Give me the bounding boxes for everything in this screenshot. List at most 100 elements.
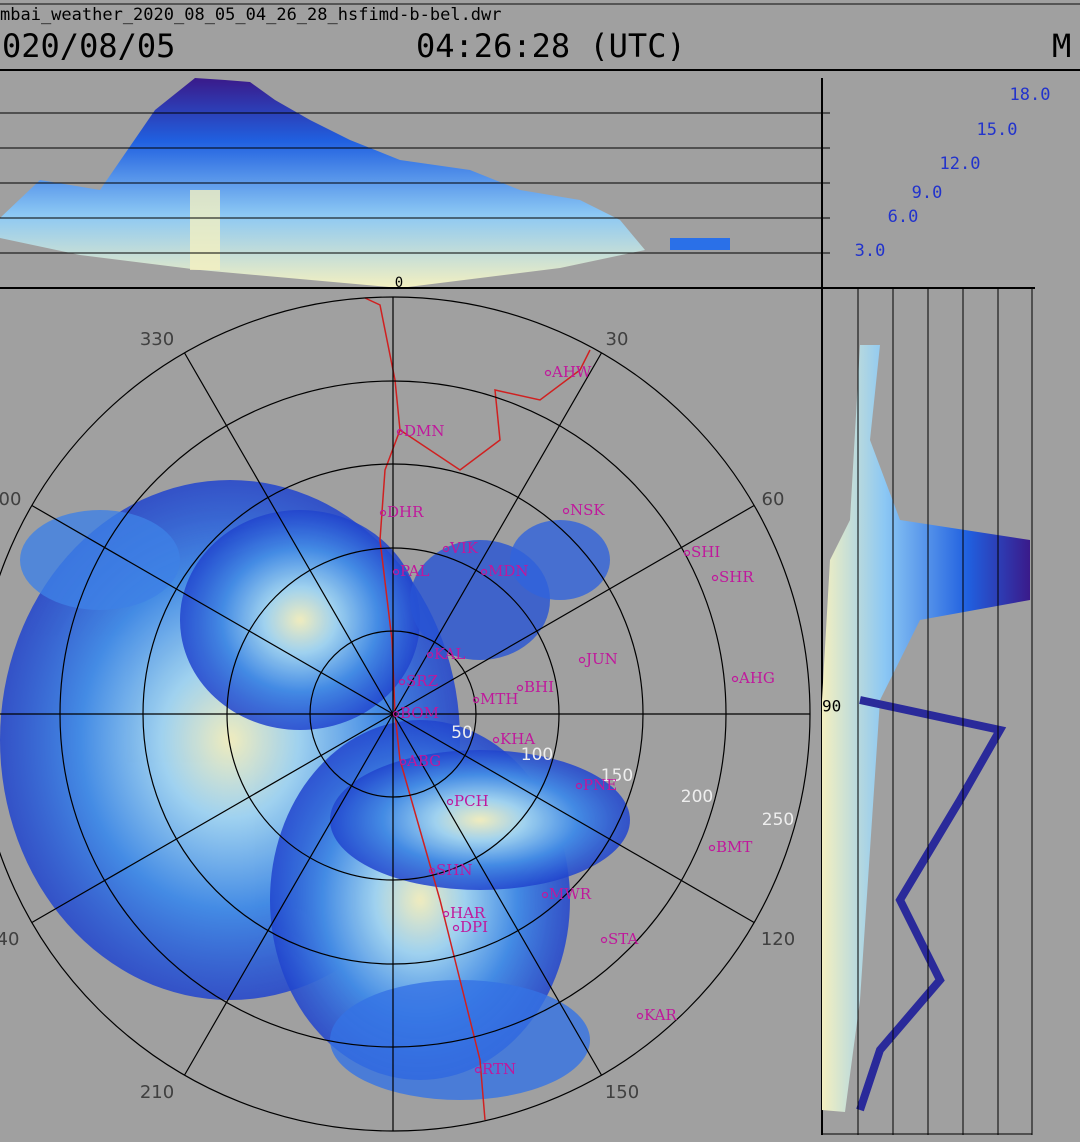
- origin-label: 0: [395, 275, 403, 291]
- station-marker: [446, 798, 454, 806]
- station-label: HAR: [450, 904, 486, 922]
- azimuth-label: 330: [140, 329, 174, 350]
- station-marker: [541, 891, 549, 899]
- azimuth-spoke: [31, 504, 394, 715]
- station-marker: [480, 568, 488, 576]
- station-label: PCH: [454, 792, 489, 810]
- date: 020/08/05: [2, 27, 175, 65]
- azimuth-label: 00: [0, 489, 21, 510]
- border: [399, 349, 591, 471]
- azimuth-label: 120: [761, 929, 795, 950]
- station-marker: [396, 428, 404, 436]
- height-label: 3.0: [855, 241, 886, 261]
- station-marker: [683, 549, 691, 557]
- station-marker: [600, 936, 608, 944]
- station-label: JUN: [584, 650, 618, 668]
- station-marker: [426, 651, 434, 659]
- height-label: 15.0: [977, 120, 1018, 140]
- station-marker: [575, 782, 583, 790]
- station-marker: [399, 758, 407, 766]
- range-label: 50: [451, 723, 473, 743]
- station-code: M: [1052, 27, 1071, 65]
- station-label: KAL: [434, 645, 465, 663]
- station-label: SRZ: [406, 672, 438, 690]
- station-label: STA: [608, 930, 638, 948]
- station-label: DHR: [387, 503, 424, 521]
- station-label: DPI: [460, 918, 488, 936]
- station-label: BMT: [716, 838, 752, 856]
- height-grid: [0, 112, 830, 254]
- azimuth-spoke: [392, 504, 755, 715]
- azimuth-label: 60: [762, 489, 785, 510]
- range-label: 200: [681, 787, 713, 807]
- azimuth-label: 40: [0, 929, 19, 950]
- azimuth-spoke: [183, 352, 394, 715]
- height-label: 6.0: [888, 207, 919, 227]
- station-label: SHN: [436, 861, 472, 879]
- station-marker: [472, 696, 480, 704]
- station-marker: [711, 574, 719, 582]
- station-label: ABG: [406, 752, 441, 770]
- station-label: PNE: [583, 776, 617, 794]
- azimuth-label: 150: [605, 1082, 639, 1103]
- station-label: MWR: [549, 885, 592, 903]
- station-label: BHI: [524, 678, 554, 696]
- station-marker: [442, 910, 450, 918]
- ppi-echoes: [0, 480, 630, 1100]
- station-label: NSK: [570, 501, 605, 519]
- station-label: KAR: [644, 1006, 677, 1024]
- ppi-grid: [0, 296, 811, 1132]
- station-label: KHA: [500, 730, 535, 748]
- echo-core: [190, 190, 220, 270]
- station-marker: [492, 736, 500, 744]
- station-label: BOM: [400, 704, 439, 722]
- filename: mbai_weather_2020_08_05_04_26_28_hsfimd-…: [0, 5, 502, 25]
- range-label: 250: [762, 810, 794, 830]
- station-label: AHG: [738, 669, 775, 687]
- station-label: PAL: [400, 562, 430, 580]
- azimuth-spoke: [392, 713, 603, 1076]
- range-grid: [822, 288, 1033, 1135]
- time: 04:26:28 (UTC): [416, 27, 686, 65]
- station-label: SHI: [691, 543, 720, 561]
- station-marker: [636, 1012, 644, 1020]
- station-marker: [392, 568, 400, 576]
- station-marker: [452, 924, 460, 932]
- range-profile-echo: [822, 345, 1030, 1112]
- station-marker: [516, 684, 524, 692]
- height-label: 18.0: [1010, 85, 1051, 105]
- station-marker: [474, 1066, 482, 1074]
- height-label: 12.0: [940, 154, 981, 174]
- range-label: 150: [601, 766, 633, 786]
- station-label: MDN: [488, 562, 529, 580]
- station-label: RTN: [482, 1060, 516, 1078]
- station-marker: [562, 507, 570, 515]
- ppi-labels: 330 30 60 00 40 210 150 120 50 100 150 200 250 AHW DMN…: [0, 329, 795, 1103]
- station-marker: [392, 710, 400, 718]
- station-marker: [428, 867, 436, 875]
- station-marker: [578, 656, 586, 664]
- height-label: 9.0: [912, 183, 943, 203]
- azimuth-label: 210: [140, 1082, 174, 1103]
- station-marker: [708, 844, 716, 852]
- side-label: 90: [822, 697, 841, 716]
- station-label: AHW: [551, 363, 592, 381]
- station-label: SHR: [719, 568, 754, 586]
- station-marker: [379, 509, 387, 517]
- station-marker: [731, 675, 739, 683]
- station-marker: [398, 678, 406, 686]
- range-label: 100: [521, 745, 553, 765]
- station-label: MTH: [480, 690, 518, 708]
- azimuth-label: 30: [606, 329, 629, 350]
- azimuth-spoke: [392, 713, 755, 924]
- station-marker: [442, 545, 450, 553]
- station-marker: [544, 369, 552, 377]
- azimuth-spoke: [183, 713, 394, 1076]
- azimuth-spoke: [31, 713, 394, 924]
- station-label: DMN: [404, 422, 445, 440]
- echo-fragment: [670, 238, 730, 250]
- range-profile-edge: [856, 696, 1007, 1112]
- station-label: VIK: [449, 539, 479, 557]
